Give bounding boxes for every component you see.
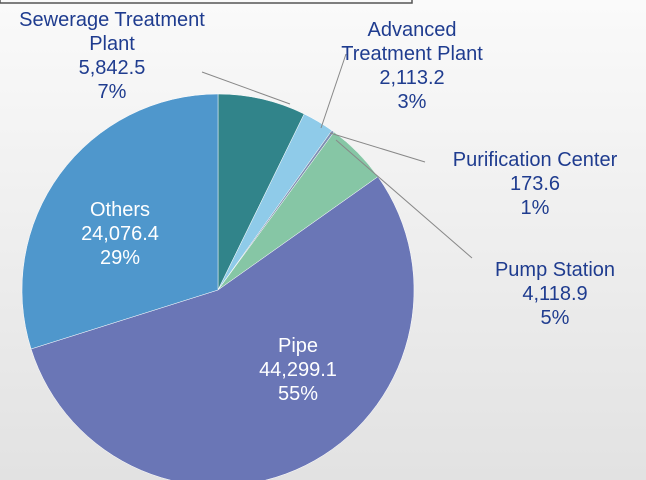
pie	[21, 93, 415, 480]
percent-label: 1%	[520, 197, 550, 219]
data-label: Purification Center 173.6 1%	[420, 148, 646, 220]
leader-line	[320, 53, 347, 129]
percent-label: 7%	[97, 81, 127, 103]
data-label: Pump Station 4,118.9 5%	[470, 258, 640, 330]
percent-label: 55%	[277, 383, 319, 405]
category-label: Others	[89, 199, 151, 221]
leader-line	[335, 139, 473, 259]
value-label: 44,299.1	[259, 359, 337, 381]
data-label: Pipe 44,299.1 55%	[218, 334, 378, 406]
category-label: Purification Center	[452, 149, 618, 171]
percent-label: 29%	[99, 247, 141, 269]
leader-line	[329, 132, 426, 163]
frame	[0, 0, 413, 4]
data-label: Others 24,076.4 29%	[50, 198, 190, 270]
data-label: Advanced Treatment Plant 2,113.2 3%	[322, 18, 502, 114]
category-label: Sewerage Treatment Plant	[19, 9, 205, 55]
pie-slice	[30, 176, 415, 480]
category-label: Pipe	[277, 335, 319, 357]
category-label: Advanced Treatment Plant	[341, 19, 483, 65]
percent-label: 3%	[397, 91, 427, 113]
value-label: 4,118.9	[522, 283, 588, 305]
category-label: Pump Station	[494, 259, 616, 281]
value-label: 24,076.4	[81, 223, 159, 245]
data-label: Sewerage Treatment Plant 5,842.5 7%	[12, 8, 212, 104]
percent-label: 5%	[540, 307, 570, 329]
pie-slice	[21, 93, 219, 350]
leader-line	[201, 71, 291, 105]
value-label: 2,113.2	[379, 67, 445, 89]
value-label: 5,842.5	[78, 57, 146, 79]
value-label: 173.6	[509, 173, 561, 195]
